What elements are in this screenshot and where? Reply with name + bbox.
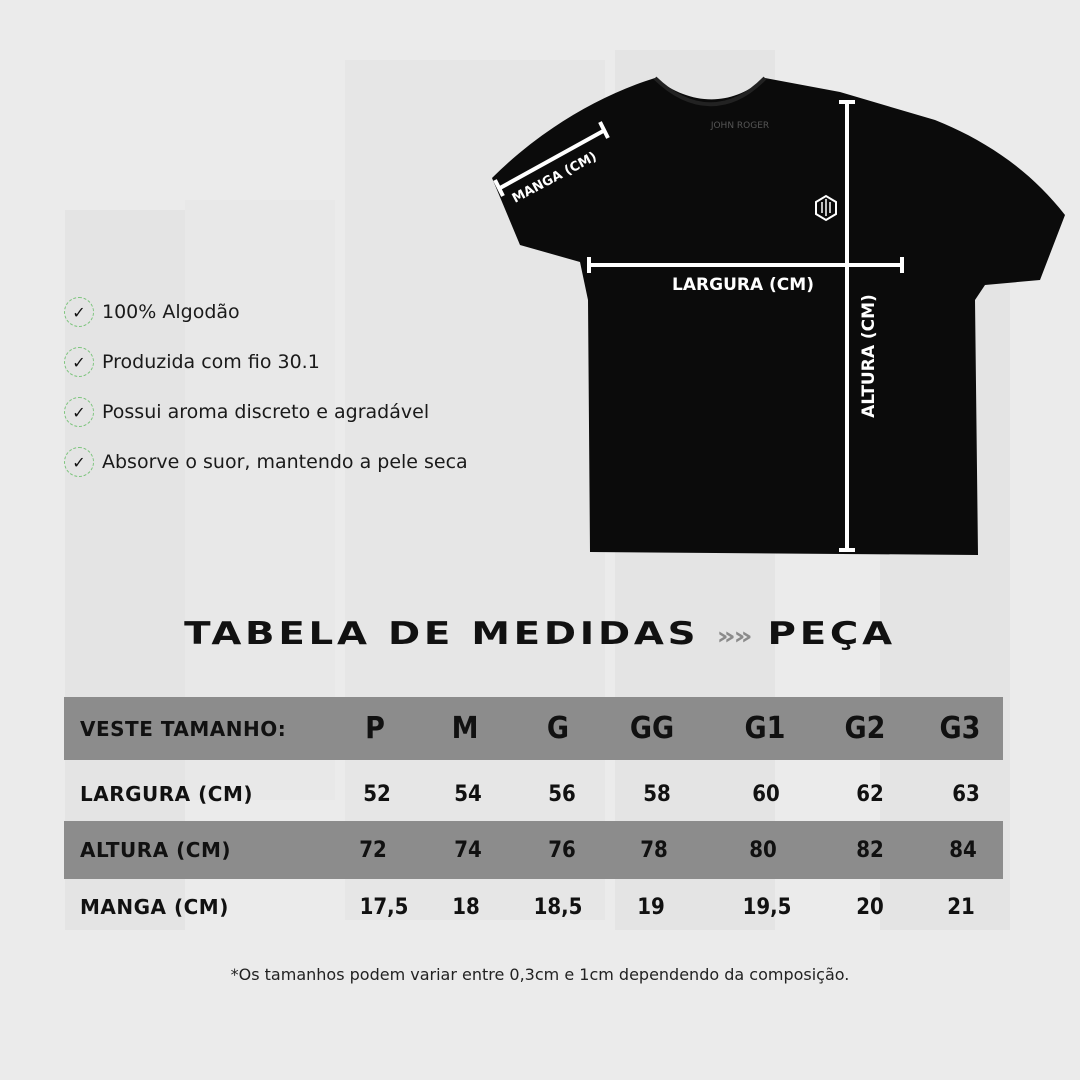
table-cell: 62 (856, 781, 884, 807)
check-circle-icon: ✓ (64, 347, 94, 377)
table-cell: 20 (856, 894, 884, 920)
width-measure-line (587, 257, 904, 273)
row-label: ALTURA (CM) (80, 838, 231, 862)
feature-text: Absorve o suor, mantendo a pele seca (102, 451, 468, 473)
title-text: TABELA DE MEDIDAS (184, 616, 700, 652)
table-cell: 19,5 (742, 894, 792, 920)
size-header: G2 (844, 711, 886, 746)
neck-label-logo: JOHN ROGER (710, 121, 769, 131)
watermark-shape (65, 210, 185, 930)
table-row: MANGA (CM) 17,5 18 18,5 19 19,5 20 21 (64, 878, 1003, 936)
tshirt-diagram: JOHN ROGER MANGA (CM) LARGURA (CM) ALTUR… (492, 76, 1065, 555)
table-row: ALTURA (CM) 72 74 76 78 80 82 84 (64, 821, 1003, 879)
table-cell: 60 (752, 781, 780, 807)
size-header: G1 (744, 711, 786, 746)
table-cell: 58 (643, 781, 671, 807)
table-cell: 72 (359, 837, 387, 863)
feature-text: Produzida com fio 30.1 (102, 351, 320, 373)
table-cell: 52 (363, 781, 391, 807)
check-circle-icon: ✓ (64, 397, 94, 427)
size-header: P (365, 711, 385, 746)
table-cell: 63 (952, 781, 980, 807)
size-header: G (546, 711, 570, 746)
size-header: M (451, 711, 479, 746)
table-row: LARGURA (CM) 52 54 56 58 60 62 63 (64, 765, 1003, 823)
feature-item: ✓ Produzida com fio 30.1 (64, 347, 320, 377)
feature-item: ✓ Possui aroma discreto e agradável (64, 397, 429, 427)
check-circle-icon: ✓ (64, 297, 94, 327)
triple-chevron-icon: »» (716, 622, 753, 650)
sleeve-measure-line (493, 121, 610, 197)
height-measure-line (839, 100, 855, 552)
table-title: TABELA DE MEDIDAS »» PEÇA (0, 616, 1080, 652)
table-cell: 17,5 (359, 894, 409, 920)
table-cell: 21 (947, 894, 975, 920)
check-circle-icon: ✓ (64, 447, 94, 477)
table-cell: 84 (949, 837, 977, 863)
table-cell: 74 (454, 837, 482, 863)
size-header: G3 (939, 711, 981, 746)
table-cell: 54 (454, 781, 482, 807)
table-cell: 82 (856, 837, 884, 863)
table-cell: 80 (749, 837, 777, 863)
table-cell: 76 (548, 837, 576, 863)
svg-text:JOHN ROGER: JOHN ROGER (710, 121, 769, 131)
feature-text: Possui aroma discreto e agradável (102, 401, 430, 423)
table-cell: 78 (640, 837, 668, 863)
title-text-piece: PEÇA (767, 616, 896, 652)
feature-item: ✓ 100% Algodão (64, 297, 240, 327)
chest-logo-icon (815, 194, 837, 222)
tshirt-image (492, 78, 1065, 555)
table-cell: 18,5 (533, 894, 583, 920)
table-cell: 18 (452, 894, 480, 920)
table-cell: 19 (637, 894, 665, 920)
height-label: ALTURA (CM) (859, 294, 879, 418)
width-label: LARGURA (CM) (672, 275, 814, 295)
table-cell: 56 (548, 781, 576, 807)
feature-item: ✓ Absorve o suor, mantendo a pele seca (64, 447, 468, 477)
footnote: *Os tamanhos podem variar entre 0,3cm e … (230, 965, 850, 984)
row-label: LARGURA (CM) (80, 782, 253, 806)
row-label: MANGA (CM) (80, 895, 229, 919)
size-header: GG (629, 711, 675, 746)
header-label: VESTE TAMANHO: (80, 716, 287, 741)
table-header-row: VESTE TAMANHO: P M G GG G1 G2 G3 (64, 697, 1003, 760)
feature-text: 100% Algodão (102, 301, 240, 323)
